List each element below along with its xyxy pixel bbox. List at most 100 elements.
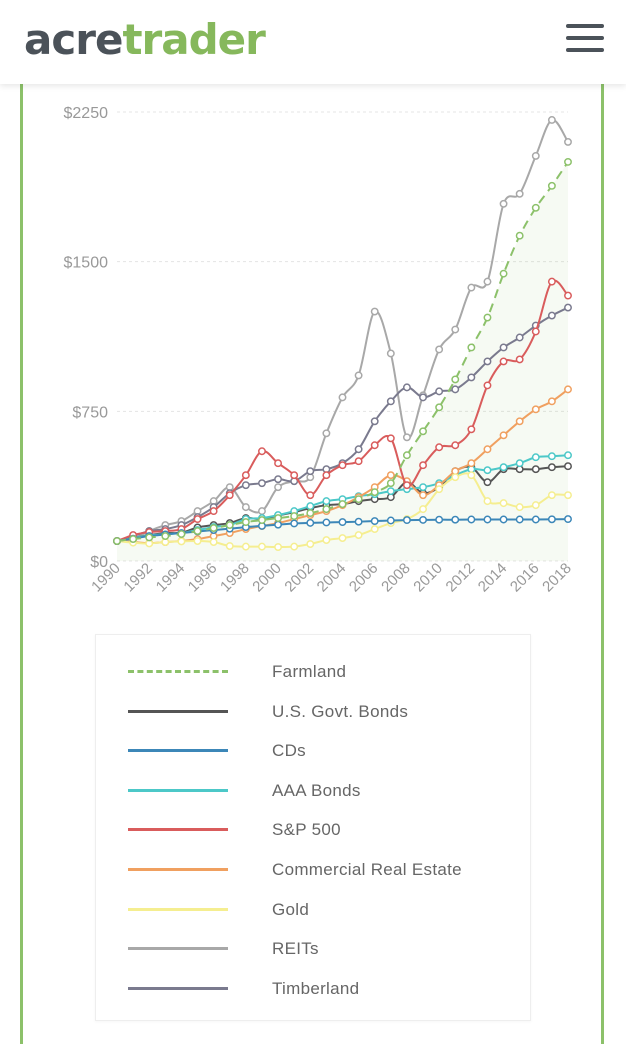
data-point-timberland: [419, 393, 427, 402]
y-tick-label: $2250: [64, 105, 109, 122]
x-tick-label: 2004: [314, 560, 350, 596]
data-point-aaa-bonds: [531, 453, 540, 462]
data-point-timberland: [515, 333, 524, 342]
data-point-farmland: [547, 181, 556, 190]
data-point-reits: [274, 483, 283, 492]
farmland-area: [117, 161, 568, 561]
data-point-cds: [354, 517, 363, 526]
data-point-farmland: [290, 512, 299, 521]
data-point-commercial-real-estate: [564, 385, 572, 394]
legend-swatch: [128, 947, 228, 951]
data-point-u-s-govt-bonds: [547, 463, 556, 472]
data-point-timberland: [547, 311, 556, 320]
data-point-farmland: [354, 495, 363, 504]
data-point-reits: [564, 137, 572, 146]
legend-swatch: [128, 828, 228, 832]
data-point-farmland: [451, 375, 460, 384]
data-point-cds: [531, 515, 540, 524]
data-point-s-p-500: [531, 327, 540, 336]
legend-item[interactable]: Timberland: [96, 974, 530, 1004]
data-point-cds: [338, 518, 347, 527]
x-tick-label: 2014: [475, 560, 511, 596]
data-point-gold: [547, 491, 556, 500]
data-point-aaa-bonds: [499, 463, 508, 472]
data-point-farmland: [386, 479, 395, 488]
x-tick-label: 2000: [249, 560, 285, 596]
legend-item[interactable]: AAA Bonds: [96, 776, 530, 806]
data-point-farmland: [435, 403, 444, 412]
data-point-aaa-bonds: [515, 459, 524, 468]
data-point-gold: [354, 531, 363, 540]
data-point-gold: [290, 542, 299, 551]
data-point-s-p-500: [258, 447, 266, 456]
data-point-s-p-500: [370, 441, 379, 450]
data-point-cds: [322, 518, 331, 527]
x-tick-label: 1992: [120, 560, 156, 596]
data-point-farmland: [145, 533, 154, 542]
data-point-farmland: [258, 516, 266, 525]
data-point-farmland: [338, 500, 347, 509]
data-point-gold: [258, 542, 266, 551]
legend-item[interactable]: REITs: [96, 934, 530, 964]
data-point-timberland: [564, 303, 572, 312]
data-point-timberland: [499, 343, 508, 352]
data-point-farmland: [370, 488, 379, 497]
data-point-u-s-govt-bonds: [531, 465, 540, 474]
data-point-reits: [547, 116, 556, 124]
data-point-cds: [547, 515, 556, 524]
data-point-aaa-bonds: [564, 451, 572, 460]
legend-label: REITs: [272, 939, 319, 959]
hamburger-menu-icon[interactable]: [566, 24, 604, 52]
x-tick-label: 1998: [217, 560, 253, 596]
data-point-gold: [515, 503, 524, 512]
legend-swatch: [128, 986, 228, 990]
data-point-gold: [451, 473, 460, 482]
data-point-reits: [435, 345, 444, 354]
data-point-farmland: [306, 509, 315, 518]
data-point-reits: [370, 307, 379, 316]
y-tick-label: $0: [90, 554, 108, 571]
data-point-s-p-500: [564, 291, 572, 300]
data-point-commercial-real-estate: [467, 459, 476, 468]
data-point-cds: [467, 515, 476, 524]
x-tick-label: 2012: [443, 560, 479, 596]
data-point-s-p-500: [467, 425, 476, 434]
data-point-s-p-500: [338, 461, 347, 470]
data-point-gold: [531, 501, 540, 510]
data-point-farmland: [419, 427, 427, 436]
legend-item[interactable]: Farmland: [96, 657, 530, 687]
data-point-cds: [290, 519, 299, 528]
data-point-gold: [209, 538, 218, 546]
data-point-gold: [483, 497, 492, 506]
data-point-gold: [306, 540, 315, 548]
legend-item[interactable]: CDs: [96, 736, 530, 766]
x-tick-label: 2008: [378, 560, 414, 596]
data-point-cds: [402, 516, 411, 525]
data-point-s-p-500: [435, 443, 444, 452]
data-point-gold: [225, 542, 234, 550]
data-point-timberland: [241, 481, 250, 490]
legend-swatch: [128, 907, 228, 911]
data-point-s-p-500: [483, 381, 492, 390]
data-point-s-p-500: [322, 471, 331, 480]
legend-item[interactable]: Gold: [96, 895, 530, 925]
legend-item[interactable]: Commercial Real Estate: [96, 855, 530, 885]
data-point-cds: [274, 520, 283, 529]
data-point-farmland: [177, 530, 186, 539]
data-point-cds: [483, 515, 492, 524]
data-point-u-s-govt-bonds: [564, 462, 572, 471]
data-point-gold: [564, 491, 572, 500]
legend-label: Farmland: [272, 662, 347, 681]
acretrader-logo[interactable]: acretrader: [24, 14, 266, 66]
legend-item[interactable]: U.S. Govt. Bonds: [96, 697, 530, 727]
data-point-reits: [258, 507, 266, 516]
data-point-farmland: [225, 521, 234, 530]
y-tick-label: $1500: [64, 255, 109, 272]
data-point-timberland: [451, 385, 460, 394]
data-point-s-p-500: [193, 515, 202, 524]
data-point-cds: [499, 515, 508, 524]
legend-item[interactable]: S&P 500: [96, 815, 530, 845]
data-point-timberland: [435, 387, 444, 396]
data-point-s-p-500: [499, 357, 508, 366]
